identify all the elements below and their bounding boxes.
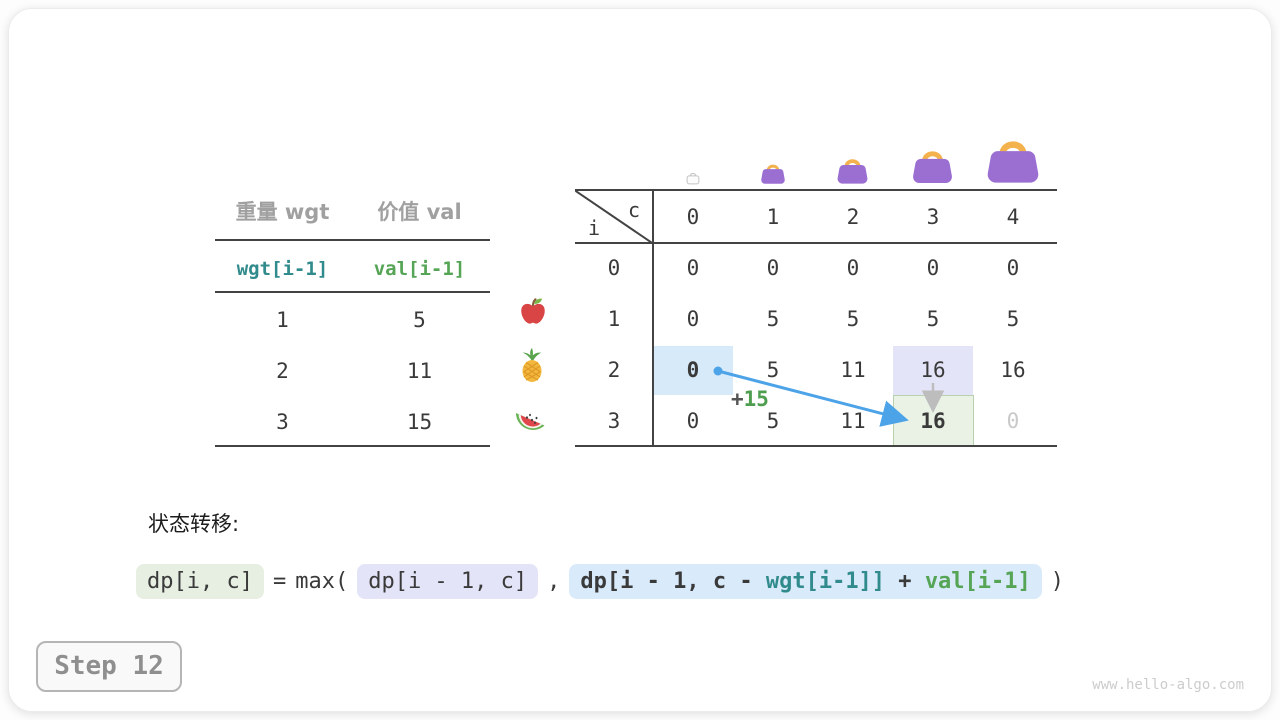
plus-sign: +	[731, 387, 744, 411]
arg2-prefix: dp[i - 1, c -	[580, 568, 766, 594]
divider	[575, 189, 1057, 191]
item-weight: 1	[276, 308, 289, 332]
axis-label-c: c	[628, 198, 641, 222]
transition-formula: dp[i, c] = max( dp[i - 1, c] , dp[i - 1,…	[136, 560, 1064, 602]
transition-title: 状态转移:	[148, 512, 240, 536]
pineapple-icon	[515, 347, 549, 383]
items-index-wgt: wgt[i-1]	[236, 258, 329, 280]
divider	[215, 239, 490, 241]
formula-arg2-chip: dp[i - 1, c - wgt[i-1]] + val[i-1]	[569, 563, 1042, 599]
dp-cell: 11	[840, 409, 866, 433]
dp-row-header: 0	[607, 256, 621, 280]
divider	[575, 242, 1057, 244]
divider	[575, 445, 1057, 447]
arg2-plus: +	[885, 568, 925, 594]
dp-row-header: 2	[607, 358, 621, 382]
bag-large-icon	[911, 147, 954, 185]
dp-cell: 5	[926, 307, 940, 331]
dp-cell: 5	[846, 307, 860, 331]
dp-cell-pending: 0	[1006, 409, 1020, 433]
dp-cell: 16	[1000, 358, 1026, 382]
divider	[652, 189, 654, 447]
items-header-weight: 重量 wgt	[235, 200, 330, 224]
item-weight: 3	[276, 410, 289, 434]
dp-col-header: 3	[926, 205, 940, 229]
dp-col-header: 0	[686, 205, 700, 229]
step-badge: Step 12	[36, 641, 182, 692]
item-value: 5	[413, 308, 426, 332]
divider	[215, 291, 490, 293]
dp-cell: 11	[840, 358, 866, 382]
dp-cell: 0	[766, 256, 780, 280]
items-header-value: 价值 val	[377, 200, 462, 224]
arg2-val-term: val[i-1]	[924, 568, 1031, 594]
dp-cell: 0	[846, 256, 860, 280]
dp-col-header: 1	[766, 205, 780, 229]
watermelon-icon	[513, 404, 549, 436]
item-weight: 2	[276, 359, 289, 383]
dp-row-header: 1	[607, 307, 621, 331]
item-value: 15	[406, 410, 433, 434]
dp-cell-target: 16	[920, 409, 946, 433]
formula-arg1-chip: dp[i - 1, c]	[357, 563, 539, 599]
dp-cell: 5	[1006, 307, 1020, 331]
dp-cell: 0	[1006, 256, 1020, 280]
dp-cell-inherit: 16	[920, 358, 946, 382]
arg2-wgt-term: wgt[i-1]]	[765, 568, 886, 594]
dp-col-header: 2	[846, 205, 860, 229]
items-index-val: val[i-1]	[373, 258, 466, 280]
bag-medium-icon	[836, 156, 869, 185]
divider	[215, 445, 490, 447]
item-value: 11	[406, 359, 433, 383]
comma: ,	[547, 568, 561, 594]
gain-value: 15	[743, 387, 769, 411]
bag-small-icon	[760, 162, 786, 185]
dp-cell: 5	[766, 307, 780, 331]
max-open: max(	[295, 568, 349, 594]
dp-cell: 0	[686, 307, 700, 331]
ghost-bag-icon	[685, 170, 701, 185]
bag-xlarge-icon	[985, 136, 1041, 185]
dp-cell: 0	[686, 256, 700, 280]
dp-cell: 0	[686, 409, 700, 433]
transition-gain-label: +15	[731, 387, 769, 411]
dp-cell: 0	[926, 256, 940, 280]
watermark: www.hello-algo.com	[1092, 677, 1244, 693]
dp-cell-source: 0	[686, 358, 700, 382]
axis-label-i: i	[588, 216, 601, 240]
close-paren: )	[1050, 568, 1065, 594]
dp-col-header: 4	[1006, 205, 1020, 229]
apple-icon	[517, 295, 549, 327]
dp-row-header: 3	[607, 409, 621, 433]
formula-lhs-chip: dp[i, c]	[136, 563, 264, 599]
equals-sign: =	[272, 568, 287, 594]
